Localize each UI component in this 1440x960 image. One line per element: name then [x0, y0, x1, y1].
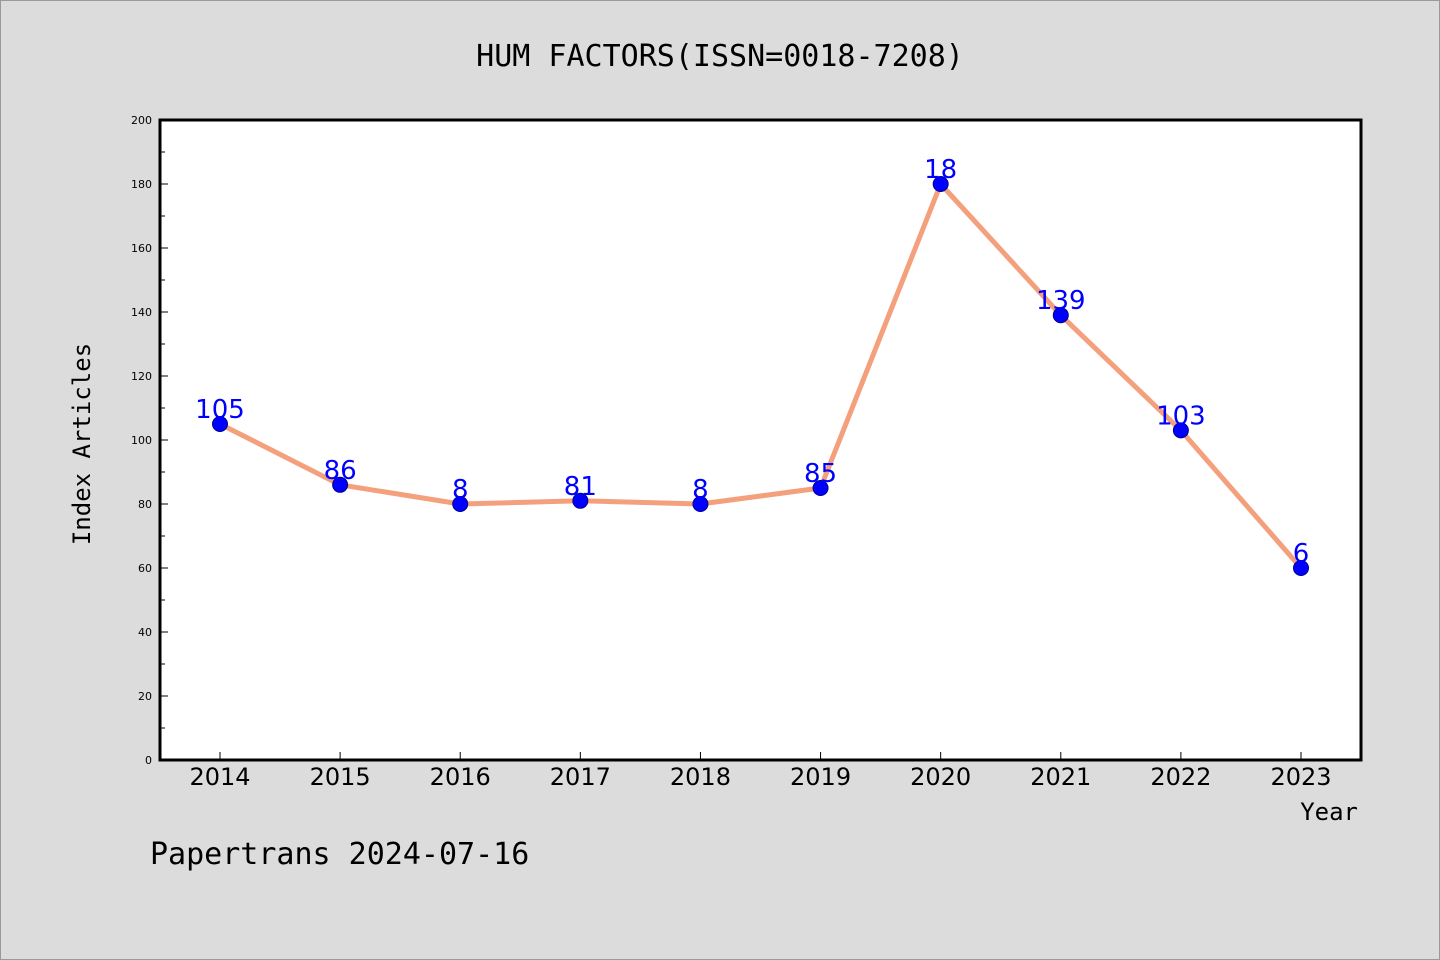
y-tick-label: 40: [138, 626, 152, 639]
data-point: [452, 496, 469, 512]
x-axis: 2014 2015 2016 2017 2018 2019 2020 2021 2022 2023: [189, 752, 1332, 791]
y-axis: 0 20 40 60 80 100 120 140 160 180 200: [131, 114, 168, 767]
y-tick-label: 120: [131, 370, 152, 383]
x-tick-label: 2017: [550, 763, 611, 791]
data-labels: 105 86 8 81 8 85 18 139 103 6: [195, 155, 1309, 569]
x-tick-label: 2016: [430, 763, 491, 791]
data-label: 8: [452, 475, 469, 505]
y-tick-label: 200: [131, 114, 152, 127]
data-label: 6: [1293, 539, 1310, 569]
data-point: [692, 496, 709, 512]
y-axis-title: Index Articles: [68, 343, 96, 545]
y-tick-label: 100: [131, 434, 152, 447]
data-markers: [212, 176, 1309, 576]
x-tick-label: 2021: [1030, 763, 1091, 791]
y-tick-label: 0: [145, 754, 152, 767]
data-label: 86: [324, 456, 357, 486]
chart-title: HUM FACTORS(ISSN=0018-7208): [476, 39, 964, 74]
y-tick-label: 180: [131, 178, 152, 191]
x-tick-label: 2018: [670, 763, 731, 791]
data-point: [1172, 422, 1189, 439]
y-tick-label: 140: [131, 306, 152, 319]
data-point: [572, 492, 589, 509]
data-label: 18: [924, 155, 957, 185]
x-tick-label: 2020: [910, 763, 971, 791]
data-label: 85: [804, 459, 837, 489]
data-point: [332, 476, 349, 493]
data-point: [932, 176, 949, 192]
plot-area: [160, 120, 1361, 760]
data-label: 139: [1036, 286, 1086, 316]
x-tick-label: 2023: [1270, 763, 1331, 791]
x-tick-label: 2014: [189, 763, 250, 791]
x-tick-label: 2022: [1150, 763, 1211, 791]
data-point: [812, 480, 829, 496]
y-tick-label: 60: [138, 562, 152, 575]
series-line: [218, 181, 1303, 570]
data-point: [1293, 560, 1309, 576]
y-tick-label: 20: [138, 690, 152, 703]
data-point: [1052, 307, 1069, 324]
data-label: 81: [564, 472, 597, 502]
data-label: 103: [1156, 401, 1206, 431]
plot-border: [158, 118, 1363, 762]
y-tick-label: 80: [138, 498, 152, 511]
data-label: 105: [195, 395, 245, 425]
data-point: [212, 416, 228, 432]
x-tick-label: 2015: [310, 763, 371, 791]
data-label: 8: [692, 475, 709, 505]
y-tick-label: 160: [131, 242, 152, 255]
footer-credit: Papertrans 2024-07-16: [150, 837, 529, 872]
x-tick-label: 2019: [790, 763, 851, 791]
x-axis-title: Year: [1300, 798, 1358, 826]
